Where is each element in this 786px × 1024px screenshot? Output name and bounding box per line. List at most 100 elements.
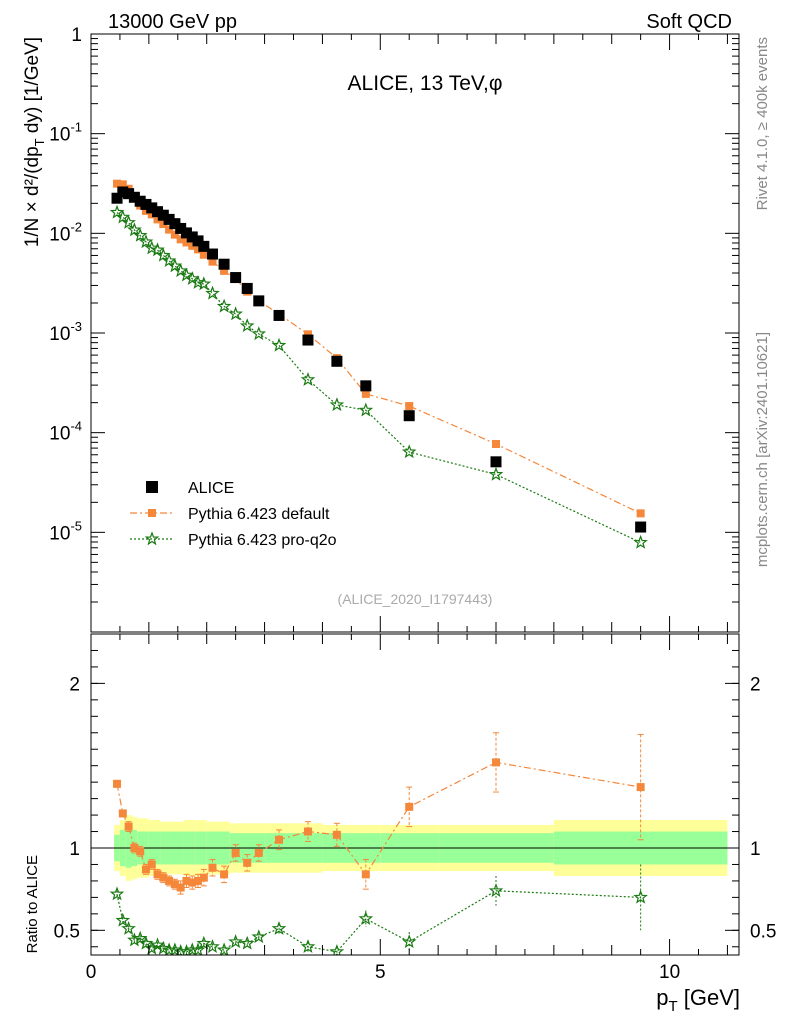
point-proq2o	[138, 234, 154, 249]
ratio-point-proq2o	[179, 943, 194, 955]
point-proq2o	[300, 371, 316, 387]
point-proq2o	[179, 267, 194, 282]
y-tick-exp: -5	[70, 518, 82, 533]
point-alice	[360, 380, 372, 392]
legend-marker-alice	[146, 481, 158, 493]
legend-label: Pythia 6.423 default	[188, 506, 330, 523]
y-tick-base: 10	[49, 324, 70, 345]
ratio-point-proq2o	[115, 912, 131, 927]
y-tick-label: 10-3	[49, 319, 82, 345]
ratio-point-proq2o	[109, 886, 125, 901]
ratio-point-proq2o	[300, 939, 316, 953]
ratio-point-proq2o	[228, 934, 243, 949]
y-tick-label: 10-2	[49, 219, 82, 245]
ratio-point-proq2o	[205, 939, 220, 953]
ratio-y-tick-label: 2	[69, 674, 80, 695]
point-default	[147, 210, 156, 219]
point-alice	[186, 231, 198, 243]
point-default	[208, 257, 217, 266]
ratio-point-proq2o	[251, 929, 267, 944]
point-alice	[140, 198, 152, 210]
y-tick-exp: -2	[70, 219, 82, 234]
ratio-point-default	[208, 863, 217, 872]
ratio-point-default	[136, 847, 145, 856]
ratio-point-proq2o	[196, 935, 212, 950]
point-proq2o	[196, 276, 212, 291]
ratio-point-default	[220, 870, 229, 879]
ratio-y-tick-label: 0.5	[54, 921, 80, 942]
ratio-point-proq2o	[121, 921, 136, 935]
ratio-point-proq2o	[144, 940, 160, 955]
ratio-line-proq2o	[116, 890, 641, 953]
x-tick-label: 5	[375, 962, 386, 983]
ratio-point-default	[405, 802, 414, 811]
x-tick-label: 10	[659, 962, 680, 983]
point-alice	[180, 227, 192, 239]
point-alice	[163, 213, 175, 225]
point-alice	[192, 235, 204, 247]
point-alice	[273, 309, 285, 321]
point-alice	[635, 521, 647, 533]
x-axis-label: pT [GeV]	[656, 985, 740, 1015]
ratio-point-default	[332, 830, 341, 839]
point-alice	[111, 192, 123, 204]
ratio-point-proq2o	[190, 942, 206, 955]
ratio-point-proq2o	[127, 932, 142, 947]
point-alice	[207, 248, 218, 260]
point-alice	[253, 295, 265, 307]
point-default	[405, 402, 414, 411]
y-axis-label: 1/N × d²/(dpT dy) [1/GeV]	[22, 37, 47, 247]
legend-marker-default	[148, 509, 156, 517]
x-label-sub: T	[668, 998, 677, 1015]
point-alice	[218, 258, 230, 270]
y-label-part: dy) [1/GeV]	[22, 37, 43, 138]
rivet-label: Rivet 4.1.0, ≥ 400k events	[754, 37, 771, 210]
ratio-panel-frame	[90, 633, 740, 956]
point-proq2o	[161, 253, 177, 268]
ratio-point-default	[303, 827, 312, 836]
point-alice	[198, 240, 210, 252]
point-default	[176, 235, 185, 244]
point-default	[303, 330, 312, 339]
y-tick-base: 10	[49, 523, 70, 544]
point-proq2o	[121, 214, 136, 229]
point-proq2o	[488, 466, 504, 481]
mcplots-label: mcplots.cern.ch [arXiv:2401.10621]	[754, 332, 771, 567]
point-default	[141, 206, 150, 215]
ratio-point-proq2o	[216, 942, 232, 955]
point-proq2o	[239, 318, 255, 333]
ratio-point-default	[118, 809, 127, 818]
point-default	[159, 220, 168, 229]
ratio-y-tick-label-right: 1	[750, 839, 761, 860]
point-proq2o	[251, 326, 267, 341]
point-alice	[123, 188, 135, 200]
point-default	[170, 230, 179, 239]
ratio-point-default	[147, 860, 156, 869]
point-alice	[331, 355, 343, 367]
main-panel: 110-110-210-310-410-5 ALICE, 13 TeV,φ (A…	[22, 25, 740, 633]
ratio-point-default	[182, 876, 191, 885]
point-default	[361, 389, 370, 398]
point-alice	[175, 222, 187, 234]
point-proq2o	[228, 306, 243, 321]
point-alice	[403, 410, 415, 422]
point-alice	[157, 209, 169, 221]
point-default	[188, 241, 197, 250]
point-alice	[128, 191, 140, 203]
point-proq2o	[115, 209, 131, 224]
ratio-point-proq2o	[150, 937, 165, 952]
y-tick-label: 10-1	[49, 120, 82, 146]
ratio-point-proq2o	[633, 889, 648, 904]
ratio-point-default	[141, 865, 150, 874]
ratio-point-default	[199, 873, 208, 882]
ratio-point-default	[130, 844, 139, 852]
point-proq2o	[358, 402, 374, 417]
ratio-point-default	[194, 876, 203, 885]
point-alice	[117, 186, 129, 198]
ratio-point-proq2o	[488, 883, 504, 898]
point-alice	[152, 206, 164, 218]
point-proq2o	[401, 444, 417, 459]
x-label-part: [GeV]	[678, 985, 740, 1010]
point-proq2o	[155, 247, 171, 262]
